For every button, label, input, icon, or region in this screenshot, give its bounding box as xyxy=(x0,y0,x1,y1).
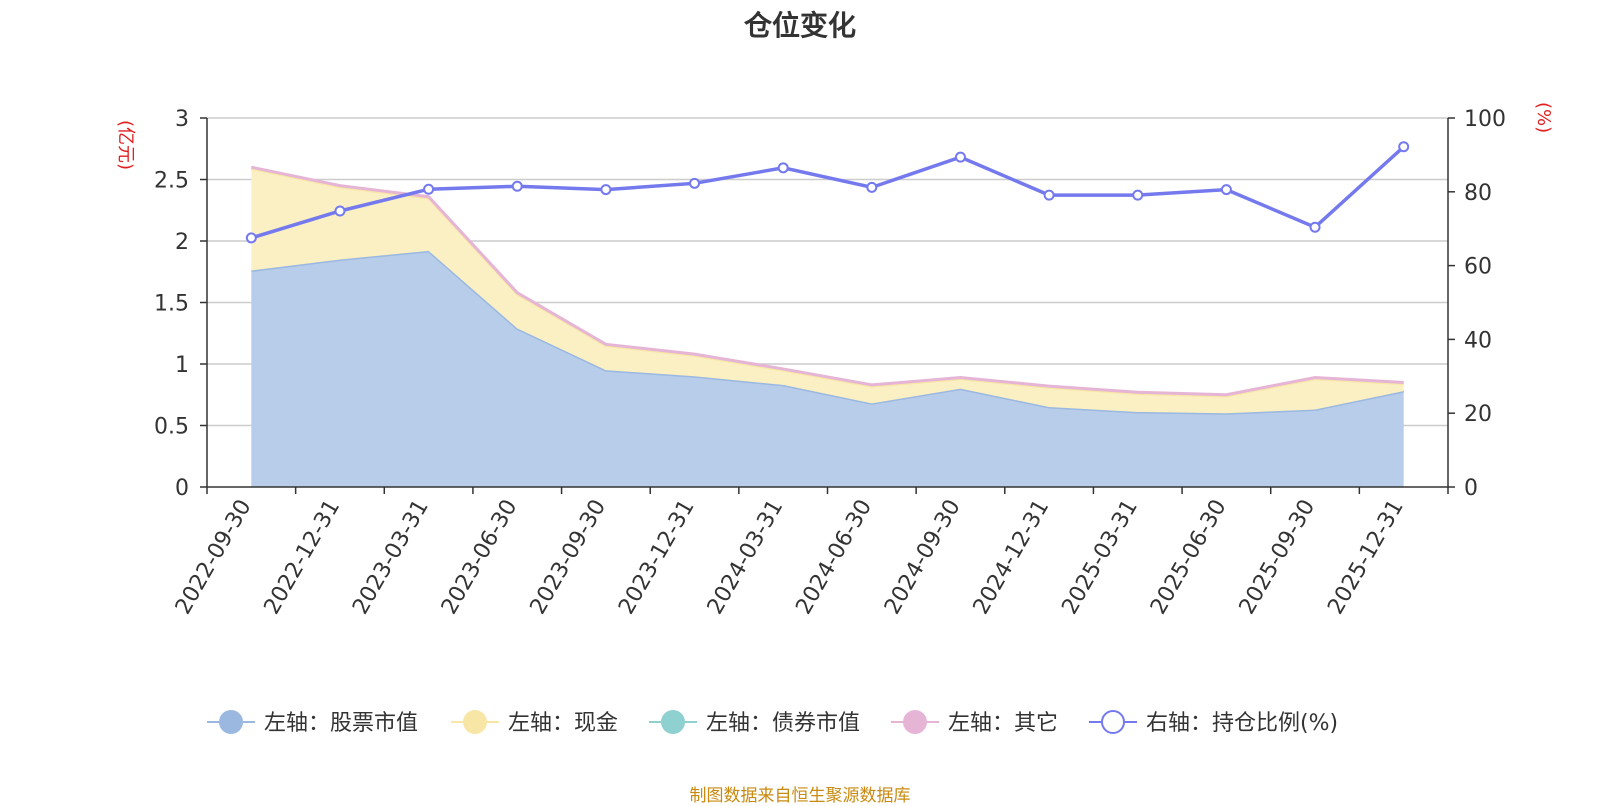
left-axis-tick-label: 2.5 xyxy=(154,169,189,194)
right-axis-tick-label: 60 xyxy=(1464,255,1492,280)
right-axis-tick-label: 80 xyxy=(1464,181,1492,206)
legend-layer: 左轴：股票市值 左轴：现金 左轴：债券市值 左轴：其它 右轴：持仓比例(%) xyxy=(207,710,1338,736)
x-axis-tick-label: 2024-03-31 xyxy=(703,496,789,619)
x-axis-tick-label: 2022-09-30 xyxy=(171,496,257,619)
ratio-line xyxy=(250,145,1405,240)
ratio-point xyxy=(1398,141,1410,153)
ratio-point xyxy=(777,162,789,174)
legend-label-4: 右轴：持仓比例(%) xyxy=(1146,711,1338,736)
area-1 xyxy=(251,168,1404,414)
ratio-point xyxy=(1132,189,1144,201)
right-axis-tick-label: 40 xyxy=(1464,328,1492,353)
x-axis-tick-label: 2022-12-31 xyxy=(260,496,346,619)
legend-label-0: 左轴：股票市值 xyxy=(264,711,418,736)
ratio-point xyxy=(600,184,612,196)
x-axis-tick-label: 2024-06-30 xyxy=(791,496,877,619)
x-axis-tick-label: 2025-09-30 xyxy=(1235,496,1321,619)
legend-marker-3 xyxy=(903,710,927,734)
ratio-point xyxy=(245,232,257,244)
x-axis-tick-label: 2023-12-31 xyxy=(614,496,700,619)
right-axis-tick-label: 20 xyxy=(1464,402,1492,427)
chart-title: 仓位变化 xyxy=(743,9,856,42)
ratio-point xyxy=(1309,221,1321,233)
ratio-point xyxy=(1043,189,1055,201)
x-axis-tick-label: 2025-03-31 xyxy=(1057,496,1143,619)
x-axis-tick-label: 2023-03-31 xyxy=(348,496,434,619)
x-axis-tick-label: 2023-06-30 xyxy=(437,496,523,619)
left-axis-tick-label: 1.5 xyxy=(154,292,189,317)
right-axis-tick-label: 0 xyxy=(1464,476,1478,501)
area-line-3 xyxy=(251,165,1404,397)
source-note: 制图数据来自恒生聚源数据库 xyxy=(689,786,911,806)
legend-label-1: 左轴：现金 xyxy=(508,711,618,736)
ratio-point xyxy=(689,177,701,189)
ratio-point xyxy=(1220,184,1232,196)
legend-marker-2 xyxy=(661,710,685,734)
legend-marker-1 xyxy=(463,710,487,734)
legend-label-2: 左轴：债券市值 xyxy=(706,711,860,736)
area-line-0 xyxy=(251,249,1404,415)
left-axis-tick-label: 1 xyxy=(175,353,189,378)
area-0 xyxy=(251,250,1404,487)
ratio-point xyxy=(423,183,435,195)
left-axis-tick-label: 3 xyxy=(175,107,189,132)
x-axis-tick-label: 2024-12-31 xyxy=(969,496,1055,619)
right-axis-tick-label: 100 xyxy=(1464,107,1506,132)
x-axis-tick-label: 2023-09-30 xyxy=(526,496,612,619)
ratio-point xyxy=(954,151,966,163)
left-axis-tick-label: 0 xyxy=(175,476,189,501)
legend-marker-0 xyxy=(219,710,243,734)
legend-label-3: 左轴：其它 xyxy=(948,711,1058,736)
ratio-point xyxy=(511,180,523,192)
line-layer xyxy=(245,141,1410,244)
x-axis-tick-label: 2024-09-30 xyxy=(880,496,966,619)
left-axis-tick-label: 0.5 xyxy=(154,415,189,440)
legend-marker-4 xyxy=(1101,710,1125,734)
ratio-point xyxy=(866,181,878,193)
x-axis-tick-label: 2025-12-31 xyxy=(1323,496,1409,619)
area-layer xyxy=(251,165,1404,487)
left-axis-tick-label: 2 xyxy=(175,230,189,255)
ratio-point xyxy=(334,205,346,217)
x-axis-tick-label: 2025-06-30 xyxy=(1146,496,1232,619)
